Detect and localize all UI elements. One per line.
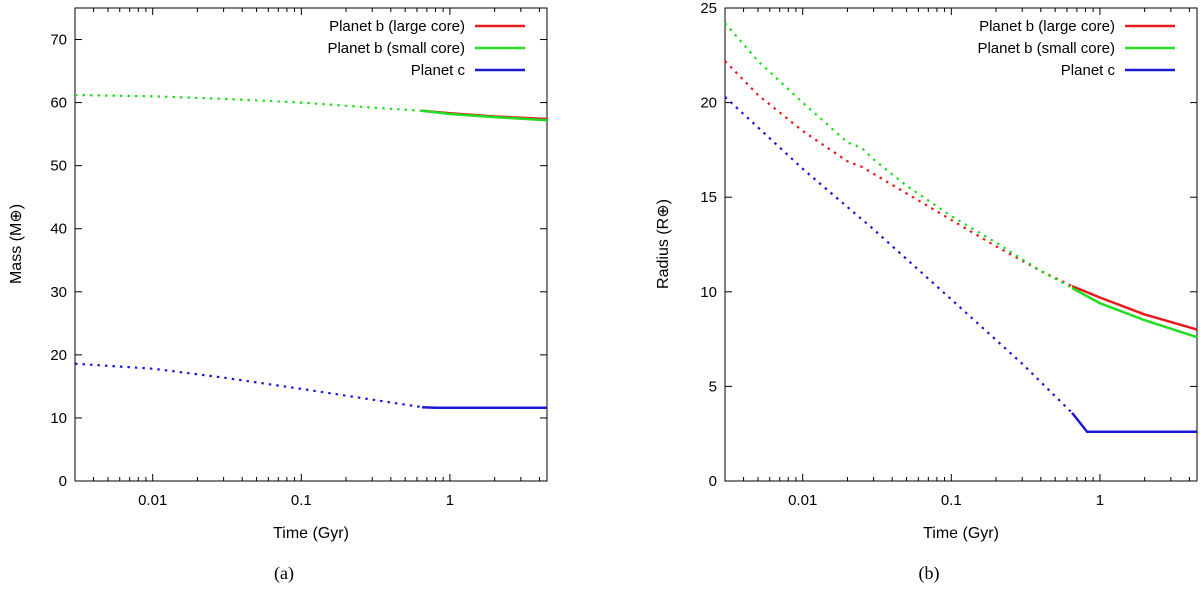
- panel-b-legend: Planet b (large core) Planet b (small cor…: [977, 18, 1175, 79]
- panel-b-x-axis-label: Time (Gyr): [923, 525, 999, 542]
- panel-a-y-axis-label: Mass (M⊕): [8, 204, 25, 284]
- legend-label: Planet c: [411, 62, 466, 79]
- series-planet-c-solid: [1071, 412, 1197, 434]
- panel-b-series-lines: [724, 22, 1198, 434]
- series-planet-b-small-core-solid: [421, 109, 548, 122]
- legend-label: Planet b (large core): [329, 18, 465, 35]
- legend-label: Planet b (small core): [977, 40, 1115, 57]
- panel-a-mass-chart: 0 10 20 30 40 50 60 70 0.01 0.1 1 Planet b (large…: [8, 7, 548, 584]
- x-tick-label: 0.1: [291, 492, 312, 509]
- series-planet-c-dotted: [724, 96, 1073, 414]
- y-tick-label: 20: [700, 95, 717, 112]
- legend-label: Planet b (small core): [327, 40, 465, 57]
- y-tick-label: 50: [50, 158, 67, 175]
- y-tick-label: 10: [50, 410, 67, 427]
- panel-a-legend: Planet b (large core) Planet b (small cor…: [327, 18, 525, 79]
- series-planet-c-dotted: [74, 362, 423, 409]
- y-tick-label: 10: [700, 284, 717, 301]
- panel-a-tick-marks: [74, 8, 547, 482]
- panel-b-tick-marks: [724, 7, 1197, 482]
- series-planet-b-small-core-dotted: [724, 22, 1073, 289]
- y-tick-label: 20: [50, 347, 67, 364]
- panel-b-plot-frame: [724, 7, 1198, 482]
- series-planet-b-large-core-dotted: [724, 60, 1073, 288]
- legend-label: Planet b (large core): [979, 18, 1115, 35]
- panel-b-x-tick-labels: 0.01 0.1 1: [788, 492, 1104, 509]
- x-tick-label: 0.01: [788, 492, 817, 509]
- y-tick-label: 0: [709, 473, 717, 490]
- y-tick-label: 70: [50, 32, 67, 49]
- x-tick-label: 0.1: [941, 492, 962, 509]
- x-tick-label: 1: [446, 492, 454, 509]
- series-planet-b-small-core-dotted: [74, 93, 423, 112]
- y-tick-label: 0: [59, 473, 67, 490]
- y-tick-label: 15: [700, 189, 717, 206]
- y-tick-label: 5: [709, 378, 717, 395]
- x-tick-label: 0.01: [138, 492, 167, 509]
- panel-b-y-axis-label: Radius (R⊕): [655, 199, 672, 289]
- series-planet-c-solid: [422, 405, 547, 410]
- panel-a-x-axis-label: Time (Gyr): [273, 525, 349, 542]
- x-tick-label: 1: [1096, 492, 1104, 509]
- panel-b-y-tick-labels: 0 5 10 15 20 25: [700, 0, 717, 490]
- series-planet-b-large-core-solid: [1071, 284, 1198, 331]
- y-tick-label: 25: [700, 0, 717, 17]
- series-planet-b-small-core-solid: [1071, 286, 1198, 339]
- panel-b-radius-chart: 0 5 10 15 20 25 0.01 0.1 1 Planet b (large core…: [655, 0, 1198, 584]
- y-tick-label: 30: [50, 284, 67, 301]
- y-tick-label: 60: [50, 95, 67, 112]
- panel-a-plot-frame: [74, 7, 548, 482]
- legend-label: Planet c: [1061, 62, 1116, 79]
- panel-a-y-tick-labels: 0 10 20 30 40 50 60 70: [50, 32, 67, 490]
- panel-a-x-tick-labels: 0.01 0.1 1: [138, 492, 454, 509]
- y-tick-label: 40: [50, 221, 67, 238]
- panel-a-caption: (a): [274, 563, 294, 584]
- panel-a-series-lines: [74, 93, 548, 410]
- panel-b-caption: (b): [919, 563, 940, 584]
